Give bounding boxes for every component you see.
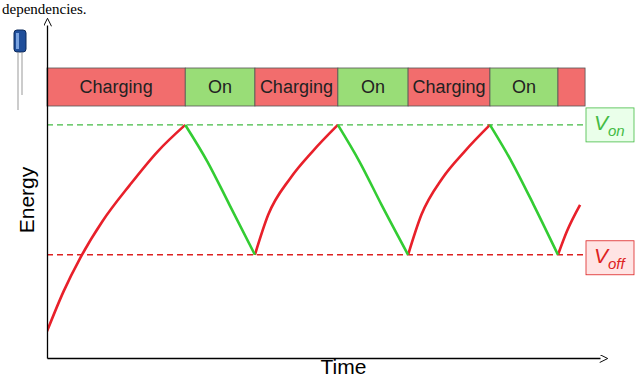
plot-area xyxy=(47,125,586,331)
energy-line xyxy=(185,125,558,255)
threshold-label-sub: on xyxy=(608,122,625,139)
phase-label: On xyxy=(361,77,385,97)
phase xyxy=(490,68,558,106)
chart: dependencies.ChargingOnChargingOnChargin… xyxy=(0,0,640,378)
phase-label: Charging xyxy=(260,77,333,97)
phase-label: On xyxy=(512,77,536,97)
threshold-label-box xyxy=(586,108,634,142)
phase-bar: Charging On Charging On Charging On xyxy=(47,68,585,106)
threshold-label: Von xyxy=(594,111,625,139)
y-axis-title: Energy xyxy=(15,166,38,233)
phase-label: Charging xyxy=(80,77,153,97)
axis-line xyxy=(47,26,48,359)
energy-line xyxy=(47,125,580,331)
phase xyxy=(185,68,255,106)
threshold-line xyxy=(47,254,586,255)
phase xyxy=(408,68,490,106)
caption: dependencies. xyxy=(2,1,87,17)
threshold-label-sub: off xyxy=(608,255,627,272)
phase-label: On xyxy=(208,77,232,97)
threshold-label: Voff xyxy=(594,244,627,272)
y-axis xyxy=(47,26,48,359)
phase xyxy=(558,68,585,106)
threshold-line xyxy=(47,124,586,125)
phase xyxy=(255,68,338,106)
phase xyxy=(47,68,185,106)
phase xyxy=(338,68,408,106)
threshold-label-box xyxy=(586,241,634,275)
phase-label: Charging xyxy=(413,77,486,97)
capacitor-icon xyxy=(14,30,26,110)
x-axis-title: Time xyxy=(321,355,367,378)
